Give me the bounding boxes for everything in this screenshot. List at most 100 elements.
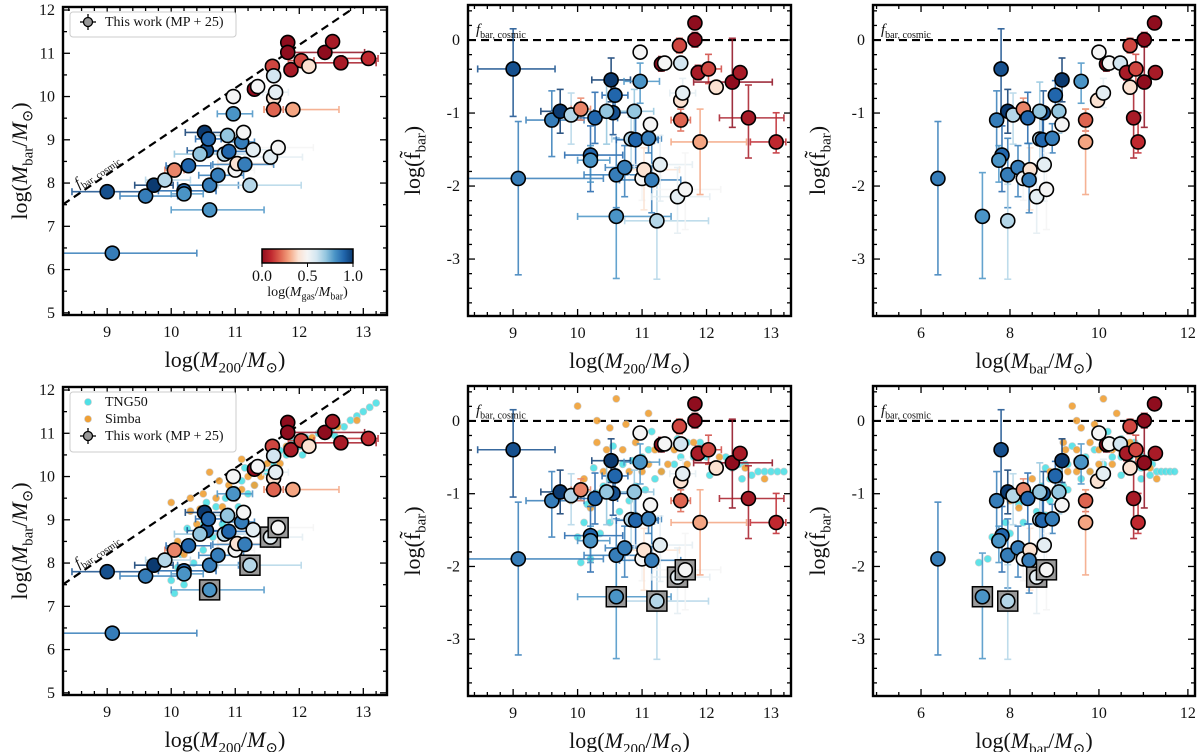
y-tick-label: -2 <box>447 558 460 575</box>
legend-box <box>69 11 237 38</box>
observation-point <box>1125 110 1142 126</box>
observation-point <box>245 521 261 538</box>
observation-point <box>573 481 589 498</box>
observation-point <box>166 542 183 558</box>
observation-point <box>201 202 218 218</box>
observation-point <box>301 58 317 75</box>
observation-point <box>200 131 217 147</box>
y-tick-label: 9 <box>47 512 55 529</box>
x-tick-label: 10 <box>1091 325 1107 342</box>
y-tick-label: -1 <box>852 105 865 122</box>
error-bar <box>1004 563 1012 661</box>
simba-point <box>1028 474 1037 483</box>
axes-frame <box>871 3 1197 318</box>
observation-point <box>1077 514 1094 531</box>
observation-point <box>201 582 218 598</box>
observation-legend-marker <box>80 428 96 444</box>
error-bar <box>934 120 942 276</box>
y-tick-label: 12 <box>39 2 55 19</box>
simba-point <box>212 494 220 503</box>
tng50-point <box>983 555 992 563</box>
panel-bottom-left: fbar, cosmic 9 10 11 12 13 5 6 7 8 9 10 11 12 log(M200… <box>7 382 389 752</box>
observation-point <box>510 551 527 567</box>
observation-point <box>201 557 218 574</box>
observation-point <box>732 64 748 81</box>
observation-point <box>1038 181 1055 198</box>
simba-legend-marker <box>84 415 92 423</box>
observation-point <box>649 593 665 609</box>
x-axis-label: log(M200/M⊙) <box>569 728 690 752</box>
legend: This work (MP + 25) <box>69 11 237 38</box>
observation-point <box>640 511 657 527</box>
observation-point <box>267 84 284 101</box>
tng50-point <box>780 467 788 476</box>
simba-point <box>593 438 601 447</box>
x-tick-label: 9 <box>103 324 111 341</box>
y-tick-label: 12 <box>39 382 55 399</box>
observation-point <box>999 593 1016 609</box>
simba-point <box>1063 467 1072 476</box>
observation-point <box>993 61 1009 77</box>
x-tick-label: 8 <box>1006 705 1014 722</box>
cosmic-line-label: fbar, cosmic <box>476 403 526 422</box>
y-tick-label: 10 <box>39 89 55 106</box>
error-bar <box>170 206 265 214</box>
simba-point <box>1099 394 1108 403</box>
tng50-point <box>767 467 775 476</box>
colorbar-tick-label: 1.0 <box>343 268 363 285</box>
observation-point <box>740 110 757 126</box>
x-tick-label: 12 <box>291 324 307 341</box>
observation-point <box>1146 15 1163 31</box>
observation-point <box>225 88 242 105</box>
observation-point <box>930 551 946 567</box>
observation-point <box>603 72 619 88</box>
observation-point <box>991 532 1007 549</box>
observation-point <box>632 454 648 470</box>
observation-point <box>608 208 625 225</box>
observation-point <box>587 490 603 507</box>
observation-point <box>176 186 192 202</box>
observation-point <box>99 563 115 580</box>
y-tick-label: 8 <box>47 175 55 192</box>
x-tick-label: 11 <box>634 705 649 722</box>
simba-point <box>1108 460 1117 469</box>
observation-point <box>582 532 599 549</box>
cosmic-baryon-fraction-line <box>63 7 358 206</box>
panel-bottom-right: fbar, cosmic 6 8 10 12 -3 -2 -1 0 log(Mbar/M⊙) log… <box>805 384 1197 752</box>
observation-point <box>1130 134 1146 150</box>
simba-point <box>689 438 698 447</box>
y-tick-label: 11 <box>40 45 55 62</box>
observation-point <box>235 504 252 521</box>
plot-area <box>63 7 379 261</box>
observation-point <box>649 213 665 229</box>
observation-point <box>166 162 183 178</box>
observation-point <box>626 103 643 120</box>
x-axis-label: log(M200/M⊙) <box>569 348 690 378</box>
plot-area <box>63 387 381 641</box>
observation-point <box>285 481 301 498</box>
observation-point <box>632 425 648 441</box>
y-tick-label: -2 <box>852 558 865 575</box>
observation-point <box>235 124 252 141</box>
x-tick-label: 13 <box>355 324 371 341</box>
observation-point <box>192 526 208 542</box>
plot-area <box>873 15 1195 281</box>
simba-point <box>167 498 176 507</box>
x-tick-label: 10 <box>163 324 179 341</box>
tng50-point <box>754 467 763 476</box>
error-bar <box>623 183 710 281</box>
observation-point <box>265 101 282 118</box>
observation-point <box>999 213 1016 229</box>
observation-point <box>1077 134 1094 150</box>
tng50-point <box>359 407 368 416</box>
x-tick-label: 11 <box>228 324 243 341</box>
y-tick-label: 6 <box>47 262 55 279</box>
tng50-point <box>651 474 659 483</box>
ticks <box>873 5 1195 316</box>
observation-point <box>1054 497 1070 513</box>
observation-point <box>219 127 236 144</box>
ticks <box>873 386 1195 696</box>
observation-point <box>317 44 333 61</box>
simba-point <box>573 402 582 410</box>
